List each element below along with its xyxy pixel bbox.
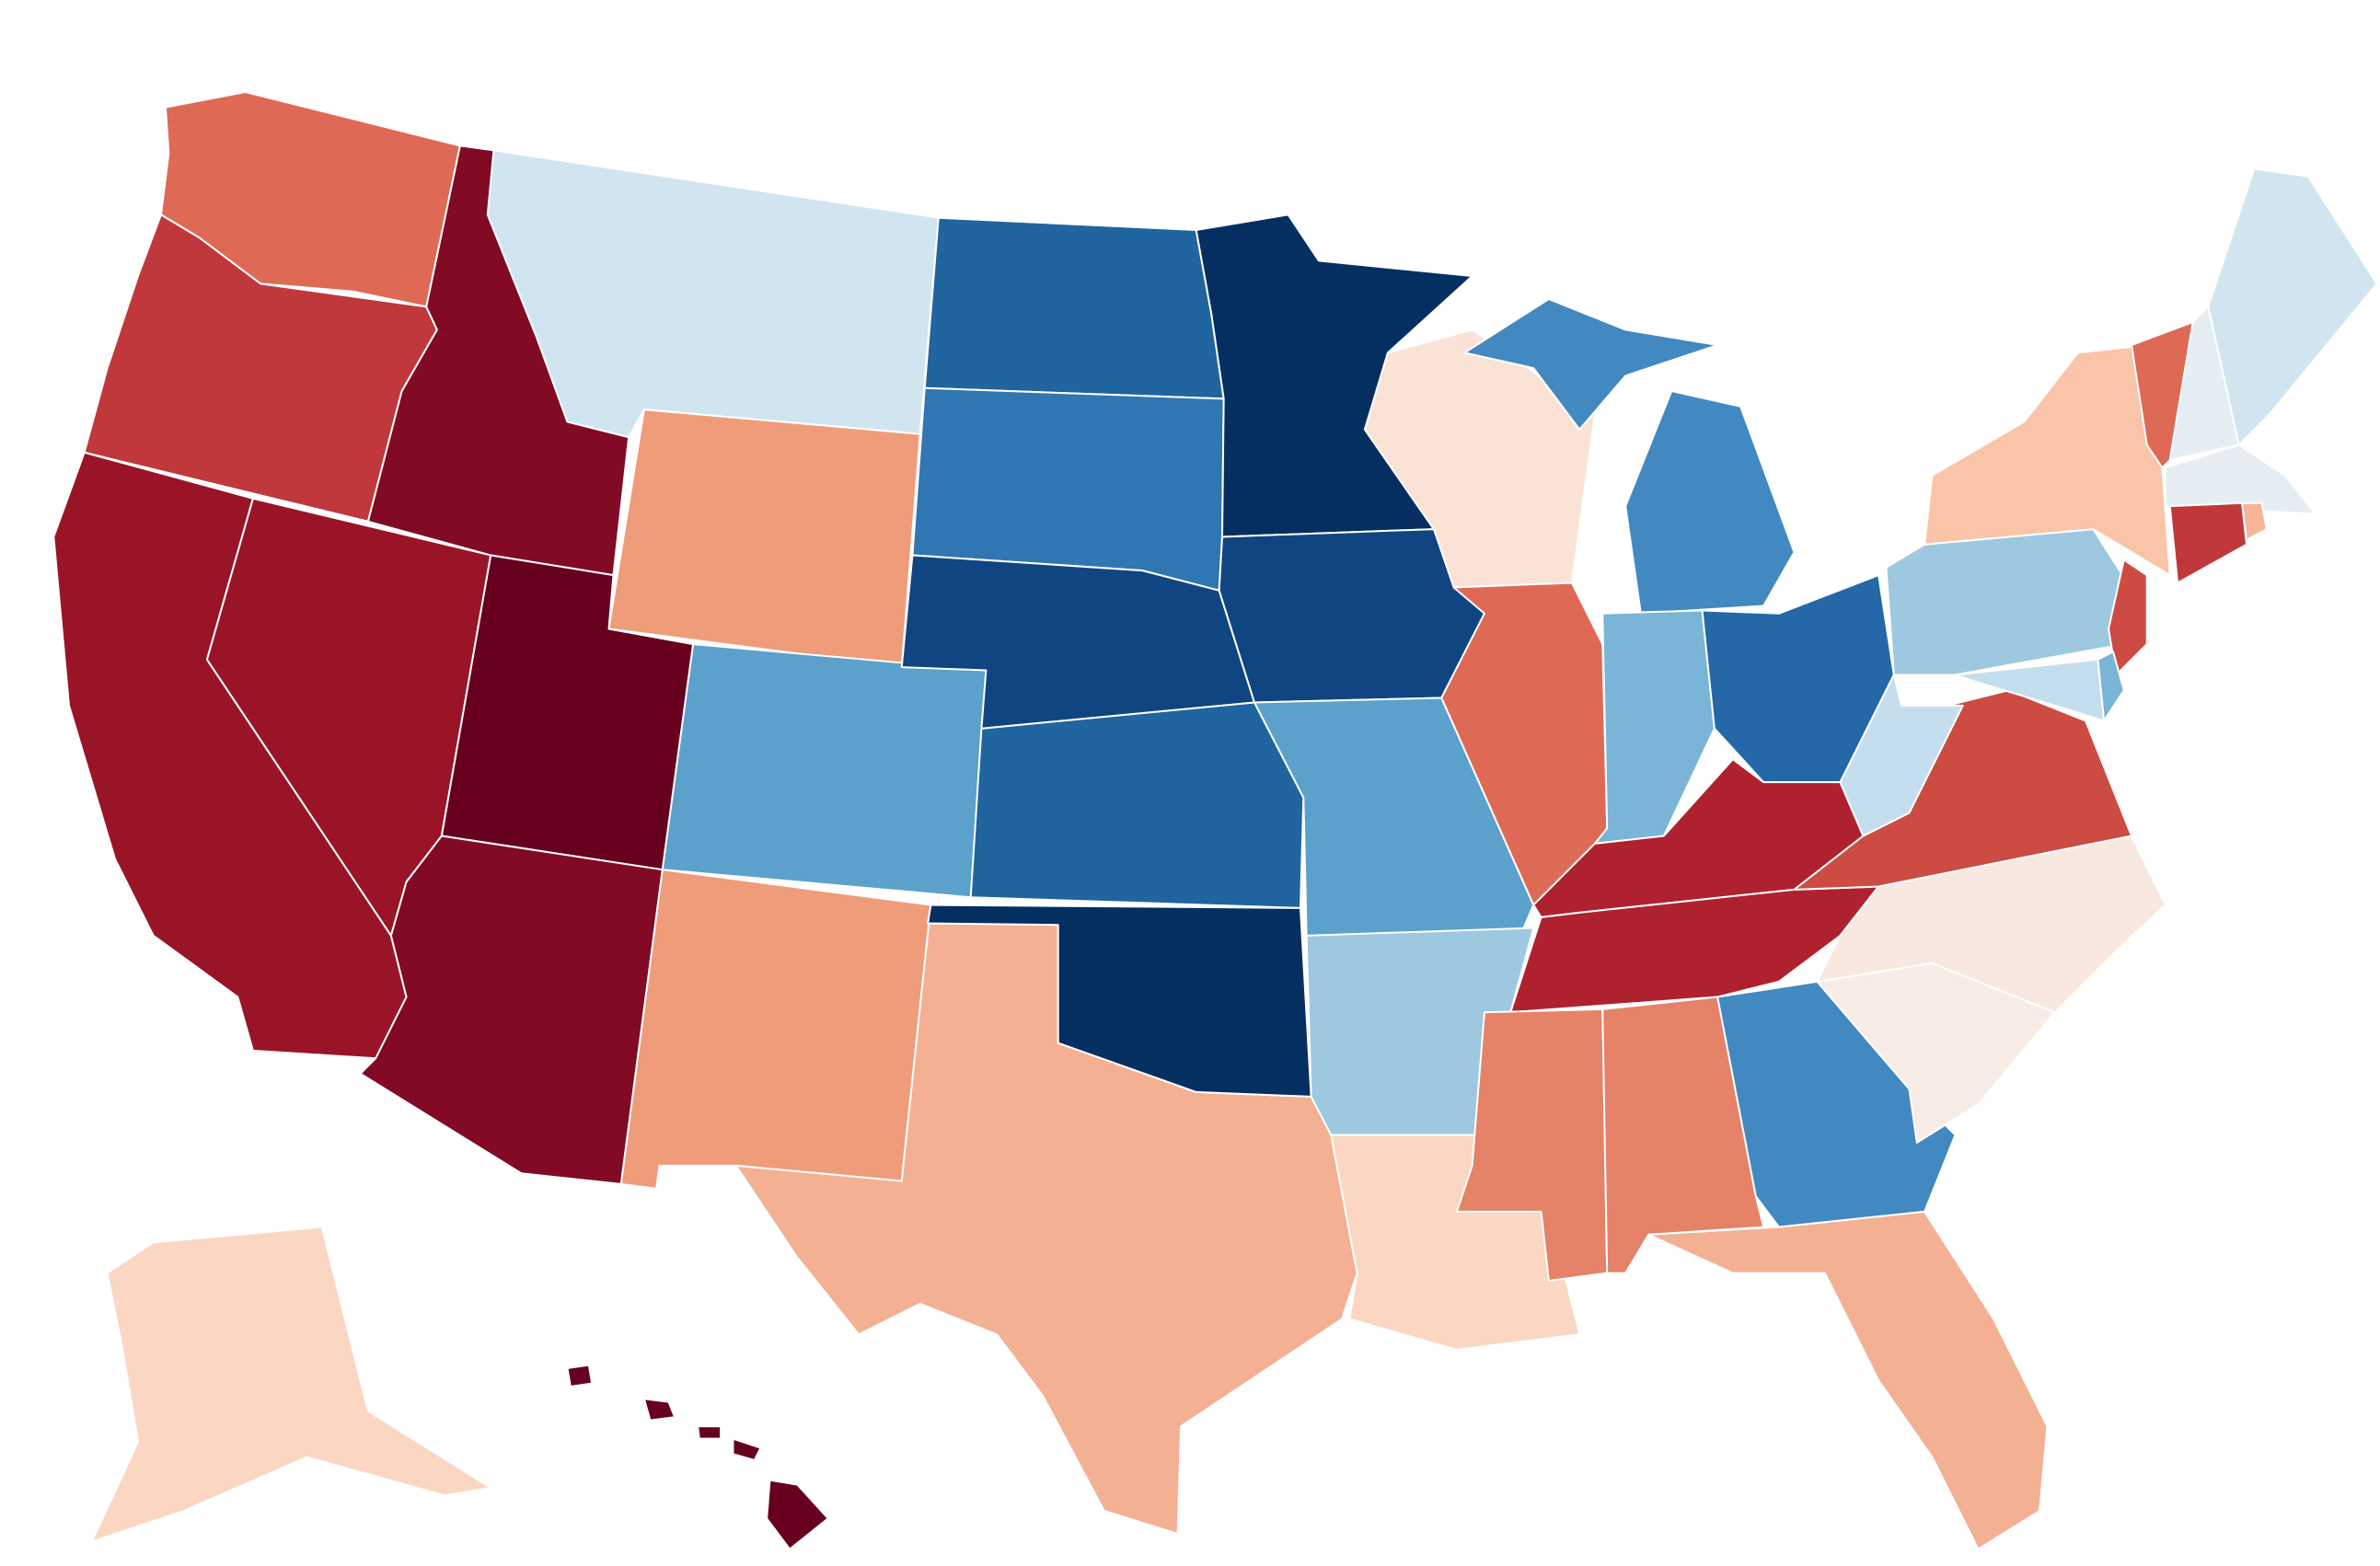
state-ks <box>969 701 1305 909</box>
state-nj <box>2108 558 2148 676</box>
state-wy <box>607 409 921 669</box>
state-ct <box>2168 501 2248 584</box>
state-nc <box>1816 835 2166 1014</box>
state-fl <box>1647 1210 2049 1550</box>
state-vt <box>2131 321 2194 469</box>
state-nm <box>619 869 932 1190</box>
state-ok <box>927 904 1312 1098</box>
state-co <box>661 643 988 899</box>
state-ak <box>90 1226 492 1543</box>
state-me <box>2207 167 2378 446</box>
state-wv <box>1839 674 1964 837</box>
state-nd <box>923 216 1225 400</box>
state-az <box>359 835 664 1185</box>
state-wa <box>159 91 461 308</box>
state-hi <box>566 1364 829 1550</box>
state-md <box>1954 658 2106 722</box>
state-ma <box>2164 443 2317 515</box>
state-pa <box>1885 528 2148 676</box>
